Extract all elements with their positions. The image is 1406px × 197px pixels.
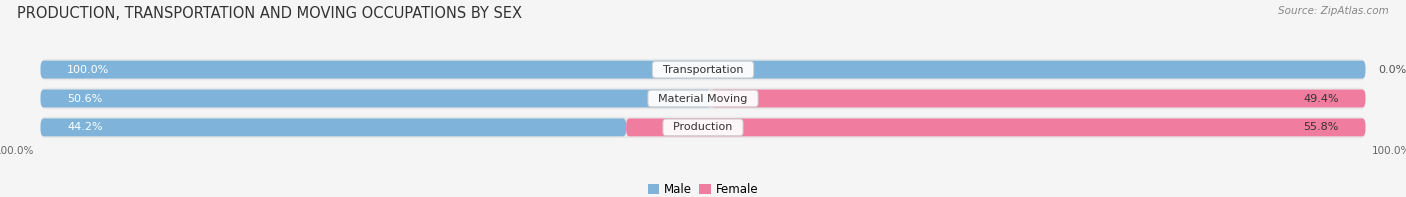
Legend: Male, Female: Male, Female (643, 178, 763, 197)
Text: 49.4%: 49.4% (1303, 94, 1339, 103)
Text: PRODUCTION, TRANSPORTATION AND MOVING OCCUPATIONS BY SEX: PRODUCTION, TRANSPORTATION AND MOVING OC… (17, 6, 522, 21)
Text: 44.2%: 44.2% (67, 122, 103, 132)
Text: 0.0%: 0.0% (1379, 65, 1406, 75)
FancyBboxPatch shape (41, 117, 1365, 138)
Text: 50.6%: 50.6% (67, 94, 103, 103)
Text: Transportation: Transportation (655, 65, 751, 75)
FancyBboxPatch shape (41, 90, 711, 107)
Text: 100.0%: 100.0% (67, 65, 110, 75)
FancyBboxPatch shape (41, 118, 626, 136)
Text: Production: Production (666, 122, 740, 132)
FancyBboxPatch shape (41, 88, 1365, 109)
Text: Material Moving: Material Moving (651, 94, 755, 103)
FancyBboxPatch shape (626, 118, 1365, 136)
FancyBboxPatch shape (711, 90, 1365, 107)
FancyBboxPatch shape (41, 61, 1365, 79)
FancyBboxPatch shape (41, 59, 1365, 80)
Text: 55.8%: 55.8% (1303, 122, 1339, 132)
Text: Source: ZipAtlas.com: Source: ZipAtlas.com (1278, 6, 1389, 16)
